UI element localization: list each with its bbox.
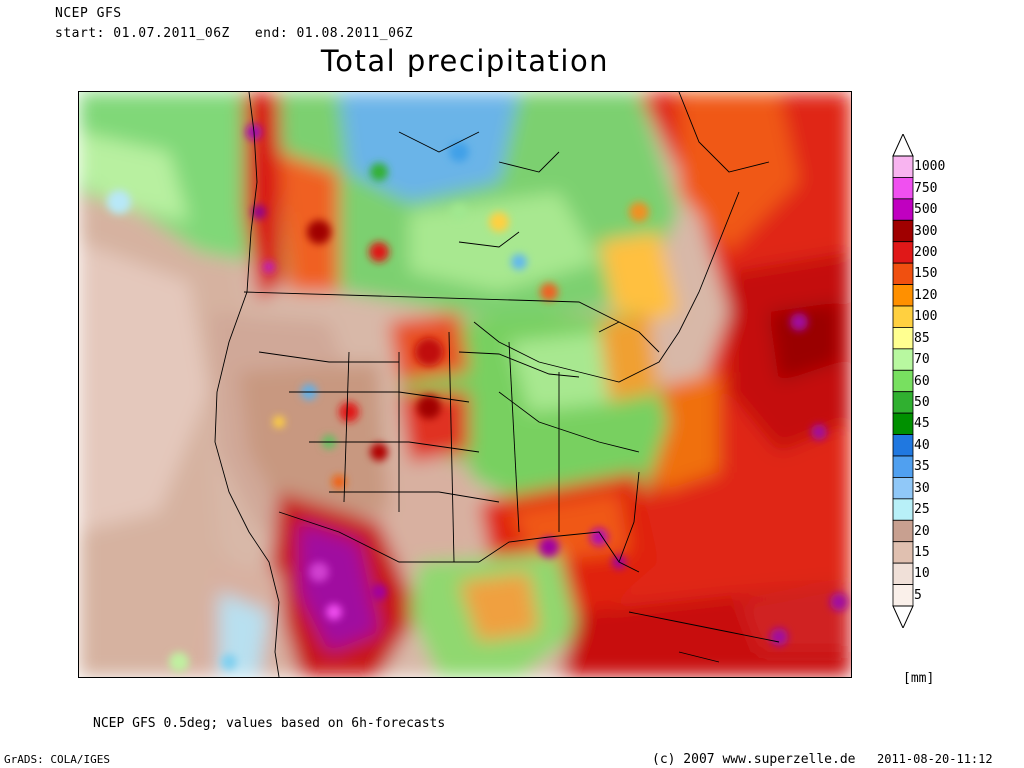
legend-label-40: 40 [914, 437, 930, 453]
footnote: NCEP GFS 0.5deg; values based on 6h-fore… [93, 716, 446, 731]
coastlines-and-borders [214, 92, 780, 677]
legend-swatch-40 [892, 434, 914, 457]
legend-swatch-5 [892, 584, 914, 607]
legend-label-20: 20 [914, 523, 930, 539]
legend-swatch-50 [892, 391, 914, 414]
legend-swatch-45 [892, 412, 914, 435]
legend-label-35: 35 [914, 459, 930, 475]
legend-label-10: 10 [914, 566, 930, 582]
legend-swatch-750 [892, 177, 914, 200]
legend-label-100: 100 [914, 309, 938, 325]
legend-swatch-70 [892, 348, 914, 371]
legend-label-150: 150 [914, 266, 938, 282]
legend-top-arrow [892, 134, 914, 157]
legend-label-750: 750 [914, 180, 938, 196]
map-title: Total precipitation [320, 44, 610, 78]
legend-swatch-10 [892, 562, 914, 585]
copyright: (c) 2007 www.superzelle.de [652, 752, 856, 767]
legend-swatch-100 [892, 305, 914, 328]
precipitation-field [79, 92, 851, 677]
legend-label-60: 60 [914, 373, 930, 389]
legend-swatch-150 [892, 262, 914, 285]
legend-swatch-85 [892, 327, 914, 350]
legend-swatch-15 [892, 541, 914, 564]
legend-swatch-35 [892, 455, 914, 478]
legend-label-15: 15 [914, 544, 930, 560]
legend-unit: [mm] [903, 671, 935, 686]
model-name: NCEP GFS [55, 6, 122, 21]
legend-label-5: 5 [914, 587, 922, 603]
legend-swatch-200 [892, 241, 914, 264]
legend-swatch-1000 [892, 155, 914, 178]
legend-label-120: 120 [914, 287, 938, 303]
color-scale [892, 134, 914, 628]
legend-label-1000: 1000 [914, 159, 946, 175]
legend-label-300: 300 [914, 223, 938, 239]
forecast-period: start: 01.07.2011_06Z end: 01.08.2011_06… [55, 26, 414, 41]
legend-swatch-60 [892, 369, 914, 393]
legend-swatch-500 [892, 198, 914, 221]
legend-label-70: 70 [914, 352, 930, 368]
legend-swatch-120 [892, 284, 914, 307]
legend-label-50: 50 [914, 394, 930, 410]
legend-swatch-300 [892, 219, 914, 243]
legend-label-85: 85 [914, 330, 930, 346]
precipitation-map-canvas [79, 92, 851, 677]
grads-credit: GrADS: COLA/IGES [4, 753, 110, 766]
legend-label-30: 30 [914, 480, 930, 496]
timestamp: 2011-08-20-11:12 [877, 752, 993, 766]
legend-swatch-25 [892, 498, 914, 521]
legend-label-200: 200 [914, 244, 938, 260]
legend-label-25: 25 [914, 502, 930, 518]
legend-swatch-20 [892, 519, 914, 543]
legend-bottom-arrow [892, 605, 914, 628]
precipitation-map [78, 91, 852, 678]
legend-label-500: 500 [914, 202, 938, 218]
legend-swatch-30 [892, 477, 914, 500]
legend-label-45: 45 [914, 416, 930, 432]
